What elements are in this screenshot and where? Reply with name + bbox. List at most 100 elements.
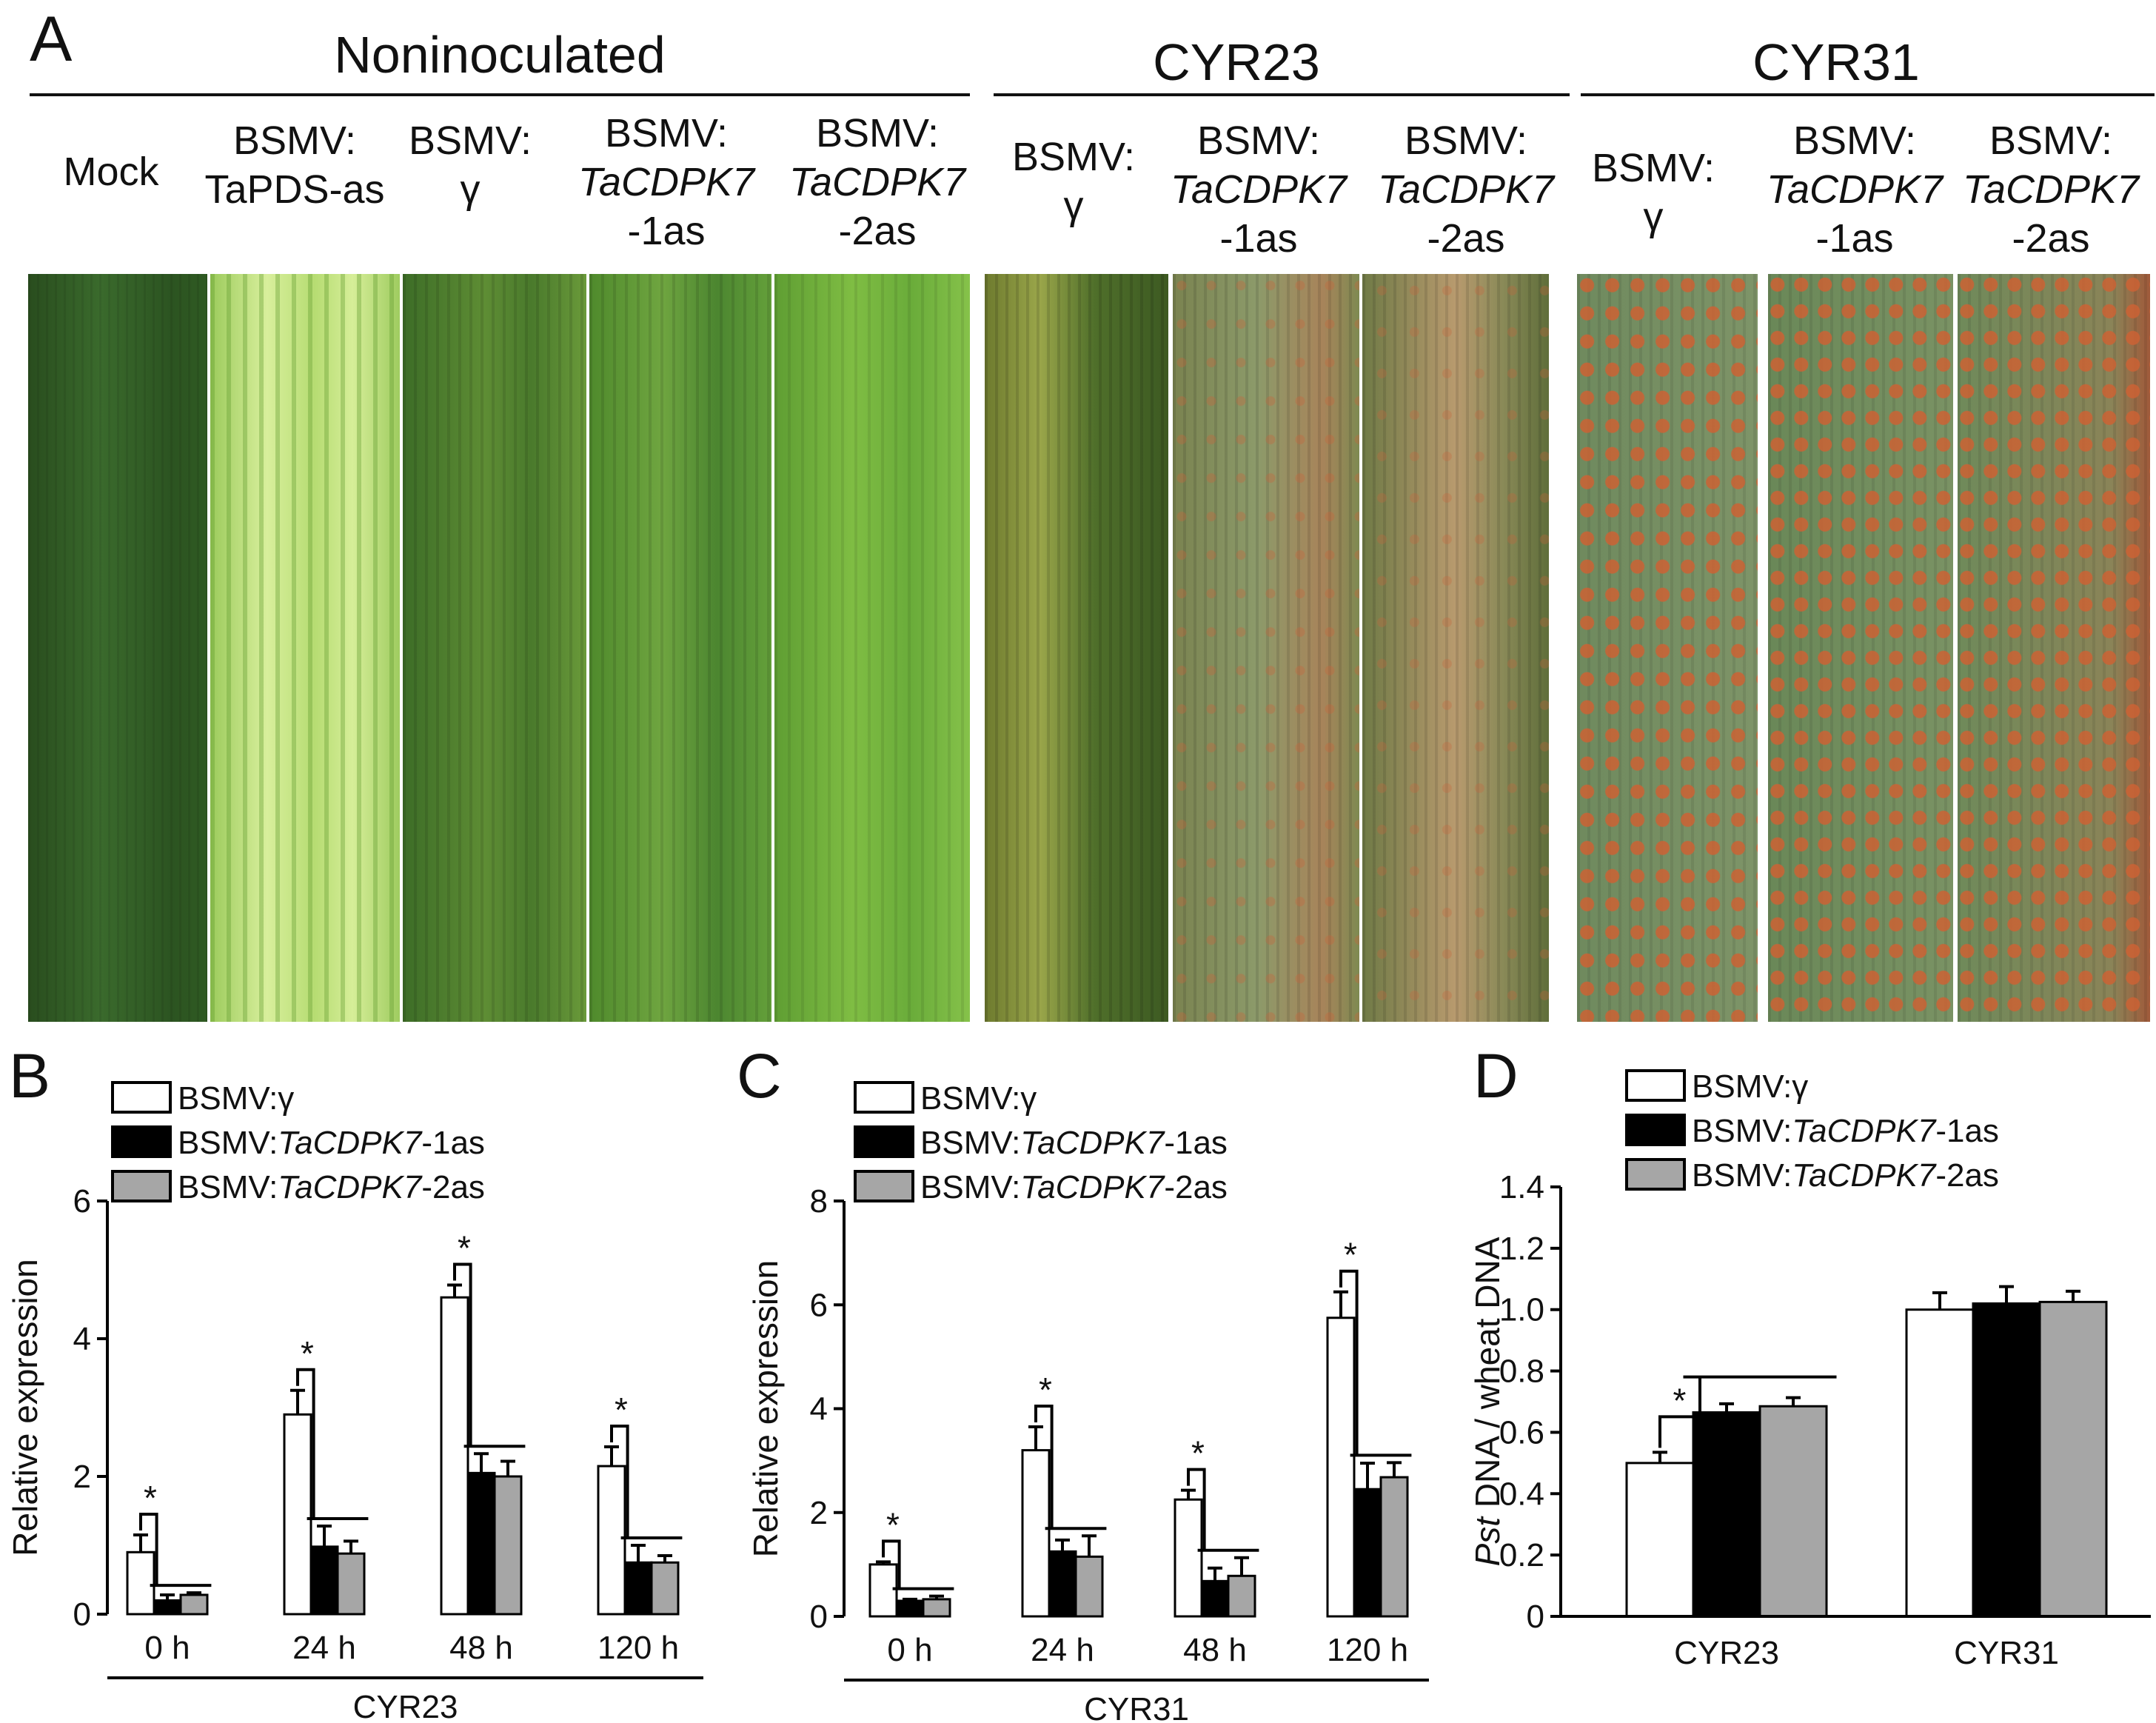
panel-letter-a: A bbox=[30, 4, 73, 75]
x-category-label-B: 120 h bbox=[597, 1630, 679, 1666]
y-tick-label-D: 1.4 bbox=[1499, 1169, 1544, 1205]
bar-C-120h-s1 bbox=[1326, 1316, 1356, 1618]
bar-B-0h-s2 bbox=[153, 1599, 182, 1616]
leaf-label: BSMV: TaCDPK7 -2as bbox=[1962, 118, 2140, 261]
group-line-noninoculated bbox=[30, 93, 970, 96]
significance-bracket-D bbox=[1658, 1376, 1701, 1448]
significance-bracket-C bbox=[1034, 1405, 1054, 1529]
bar-C-0h-s3 bbox=[922, 1598, 951, 1618]
leaf-label: BSMV: TaCDPK7 -1as bbox=[1170, 118, 1348, 261]
legend-label: BSMV:TaCDPK7-1as bbox=[178, 1125, 485, 1161]
leaf-label: BSMV: γ bbox=[1591, 146, 1715, 239]
panel-letter-d: D bbox=[1473, 1041, 1519, 1111]
y-tick-label-D: 0 bbox=[1527, 1599, 1544, 1635]
leaf-photo-gamma-cyr31 bbox=[1577, 274, 1758, 1022]
legend-label: BSMV:TaCDPK7-1as bbox=[1692, 1113, 1999, 1149]
legend-swatch bbox=[854, 1125, 914, 1158]
bar-C-48h-s2 bbox=[1200, 1579, 1230, 1618]
group-line-cyr31 bbox=[1581, 93, 2155, 96]
leaf-photo-1as-cyr31 bbox=[1768, 274, 1953, 1022]
bar-B-48h-s3 bbox=[493, 1475, 523, 1616]
legend-swatch bbox=[1625, 1069, 1686, 1102]
bar-D-CYR23-s3 bbox=[1758, 1405, 1828, 1618]
legend-label: BSMV:γ bbox=[178, 1080, 294, 1117]
bar-C-120h-s3 bbox=[1379, 1476, 1409, 1618]
significance-star-B: * bbox=[144, 1479, 157, 1517]
bar-D-CYR31-s3 bbox=[2038, 1300, 2108, 1618]
legend-label: BSMV:TaCDPK7-2as bbox=[178, 1169, 485, 1205]
y-tick-label-C: 0 bbox=[810, 1599, 828, 1635]
significance-bracket-B bbox=[139, 1513, 158, 1586]
y-tick-label-D: 0.2 bbox=[1499, 1537, 1544, 1573]
significance-bracket-C bbox=[882, 1539, 901, 1589]
significance-bracket-B bbox=[296, 1368, 315, 1519]
legend-label: BSMV:TaCDPK7-1as bbox=[920, 1125, 1228, 1161]
bar-B-0h-s1 bbox=[126, 1550, 155, 1616]
legend-b: BSMV:γ BSMV:TaCDPK7-1as BSMV:TaCDPK7-2as bbox=[111, 1080, 485, 1205]
legend-swatch bbox=[854, 1081, 914, 1114]
significance-bracket-C bbox=[1339, 1269, 1359, 1456]
significance-star-B: * bbox=[458, 1228, 471, 1267]
bar-B-0h-s3 bbox=[179, 1593, 209, 1616]
x-axis-label-C: CYR31 bbox=[1084, 1691, 1189, 1723]
leaf-photo-1as-noninoc bbox=[589, 274, 771, 1022]
legend-label: BSMV:TaCDPK7-2as bbox=[1692, 1157, 1999, 1194]
x-axis-label-B: CYR23 bbox=[353, 1689, 458, 1723]
y-axis-label-C: Relative expression bbox=[746, 1260, 785, 1557]
leaf-label: BSMV: γ bbox=[1011, 135, 1136, 228]
leaf-label: BSMV: TaCDPK7 -2as bbox=[789, 111, 966, 253]
bar-C-48h-s1 bbox=[1174, 1498, 1203, 1618]
panel-letter-c: C bbox=[737, 1041, 782, 1111]
significance-star-B: * bbox=[615, 1391, 628, 1429]
y-tick-label-C: 6 bbox=[810, 1287, 828, 1323]
y-tick-label-D: 0.4 bbox=[1499, 1476, 1544, 1512]
bar-B-24h-s3 bbox=[336, 1552, 366, 1616]
group-title-cyr31: CYR31 bbox=[1752, 33, 1920, 91]
x-category-label-B: 24 h bbox=[292, 1630, 356, 1666]
x-category-label-D: CYR23 bbox=[1674, 1635, 1779, 1671]
leaf-photo-2as-cyr31 bbox=[1958, 274, 2150, 1022]
significance-star-B: * bbox=[301, 1334, 314, 1373]
legend-swatch bbox=[1625, 1158, 1686, 1191]
panel-letter-b: B bbox=[9, 1041, 50, 1111]
legend-swatch bbox=[111, 1125, 172, 1158]
leaf-photo-mock bbox=[28, 274, 207, 1022]
significance-star-C: * bbox=[1039, 1371, 1052, 1409]
y-axis-label-B: Relative expression bbox=[6, 1259, 44, 1556]
bar-C-48h-s3 bbox=[1227, 1574, 1256, 1618]
bar-B-120h-s3 bbox=[650, 1561, 680, 1616]
x-category-label-C: 24 h bbox=[1031, 1632, 1094, 1668]
leaf-photo-tapds bbox=[210, 274, 400, 1022]
significance-bracket-C bbox=[1187, 1468, 1206, 1550]
bar-D-CYR31-s1 bbox=[1905, 1308, 1975, 1618]
leaf-label: BSMV: TaCDPK7 -1as bbox=[1766, 118, 1944, 261]
y-tick-label-C: 4 bbox=[810, 1391, 828, 1428]
bar-D-CYR31-s2 bbox=[1972, 1302, 2041, 1618]
bar-C-24h-s2 bbox=[1048, 1550, 1077, 1618]
significance-star-C: * bbox=[1191, 1434, 1205, 1473]
bar-C-0h-s2 bbox=[895, 1599, 925, 1618]
leaf-photo-2as-noninoc bbox=[774, 274, 970, 1022]
bar-C-24h-s1 bbox=[1021, 1449, 1051, 1618]
y-tick-label-B: 0 bbox=[73, 1596, 91, 1633]
y-tick-label-B: 6 bbox=[73, 1183, 91, 1220]
bar-D-CYR23-s2 bbox=[1692, 1411, 1761, 1618]
leaf-label: BSMV: γ bbox=[408, 118, 532, 212]
x-category-label-C: 120 h bbox=[1327, 1632, 1408, 1668]
bar-B-24h-s1 bbox=[283, 1413, 312, 1616]
x-category-label-B: 48 h bbox=[449, 1630, 513, 1666]
y-tick-label-B: 4 bbox=[73, 1321, 91, 1357]
legend-swatch bbox=[111, 1081, 172, 1114]
significance-star-C: * bbox=[1344, 1236, 1357, 1274]
significance-star-C: * bbox=[886, 1505, 900, 1544]
y-tick-label-D: 0.6 bbox=[1499, 1414, 1544, 1451]
legend-d: BSMV:γ BSMV:TaCDPK7-1as BSMV:TaCDPK7-2as bbox=[1625, 1068, 1999, 1194]
legend-label: BSMV:TaCDPK7-2as bbox=[920, 1169, 1228, 1205]
significance-star-D: * bbox=[1673, 1381, 1687, 1419]
leaf-label: BSMV: TaPDS-as bbox=[204, 118, 385, 212]
legend-swatch bbox=[111, 1170, 172, 1202]
group-title-noninoculated: Noninoculated bbox=[334, 26, 666, 84]
leaf-photo-2as-cyr23 bbox=[1362, 274, 1549, 1022]
leaf-photo-gamma-noninoc bbox=[403, 274, 586, 1022]
leaf-label: Mock bbox=[63, 150, 159, 194]
